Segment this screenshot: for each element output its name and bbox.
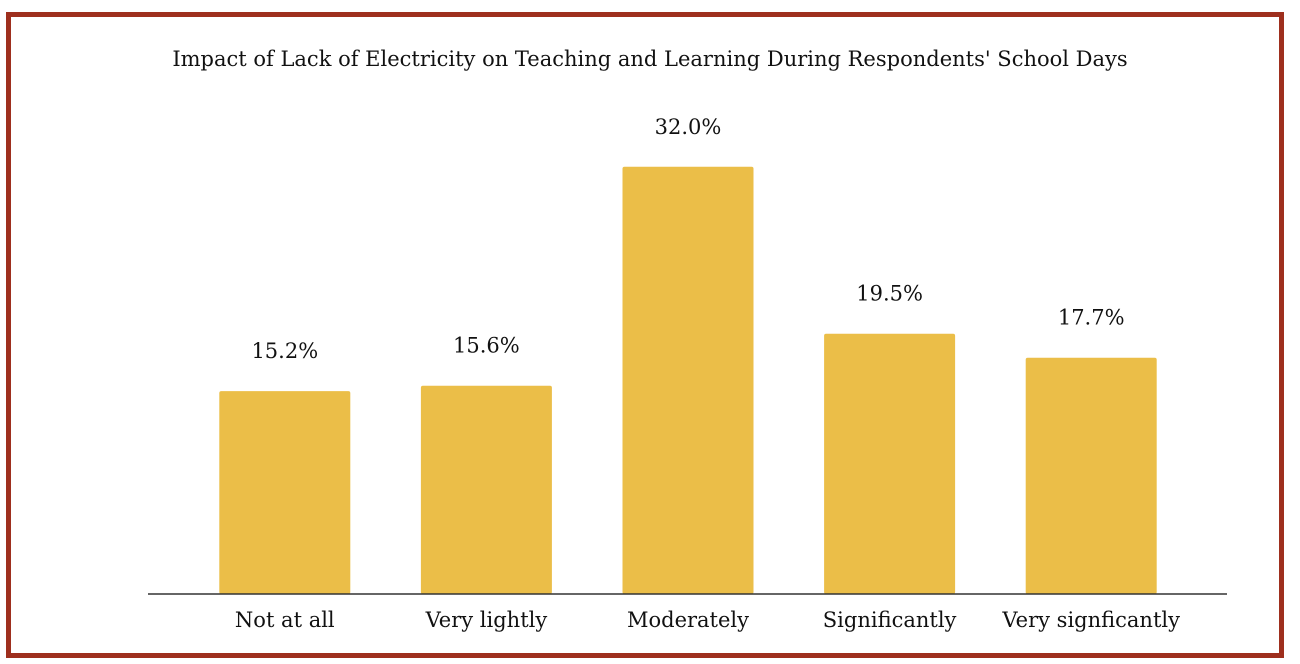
bar-very-signficantly xyxy=(1025,357,1157,594)
category-label: Very lightly xyxy=(425,608,548,632)
category-label: Not at all xyxy=(235,608,335,632)
value-label: 15.6% xyxy=(453,334,520,358)
bar-significantly xyxy=(824,333,956,594)
bar-very-lightly xyxy=(420,385,552,594)
value-label: 19.5% xyxy=(856,282,923,306)
category-label: Significantly xyxy=(823,608,957,632)
bars xyxy=(219,166,1157,595)
category-label: Moderately xyxy=(627,608,749,632)
value-labels: 15.2% 15.6% 32.0% 19.5% 17.7% xyxy=(251,115,1124,363)
category-labels: Not at all Very lightly Moderately Signific… xyxy=(235,608,1180,632)
category-label: Very signficantly xyxy=(1001,608,1180,632)
bar-moderately xyxy=(622,166,754,595)
value-label: 32.0% xyxy=(655,115,722,139)
value-label: 17.7% xyxy=(1058,306,1125,330)
bar-not-at-all xyxy=(219,391,351,594)
chart-title: Impact of Lack of Electricity on Teachin… xyxy=(172,47,1127,71)
value-label: 15.2% xyxy=(251,339,318,363)
